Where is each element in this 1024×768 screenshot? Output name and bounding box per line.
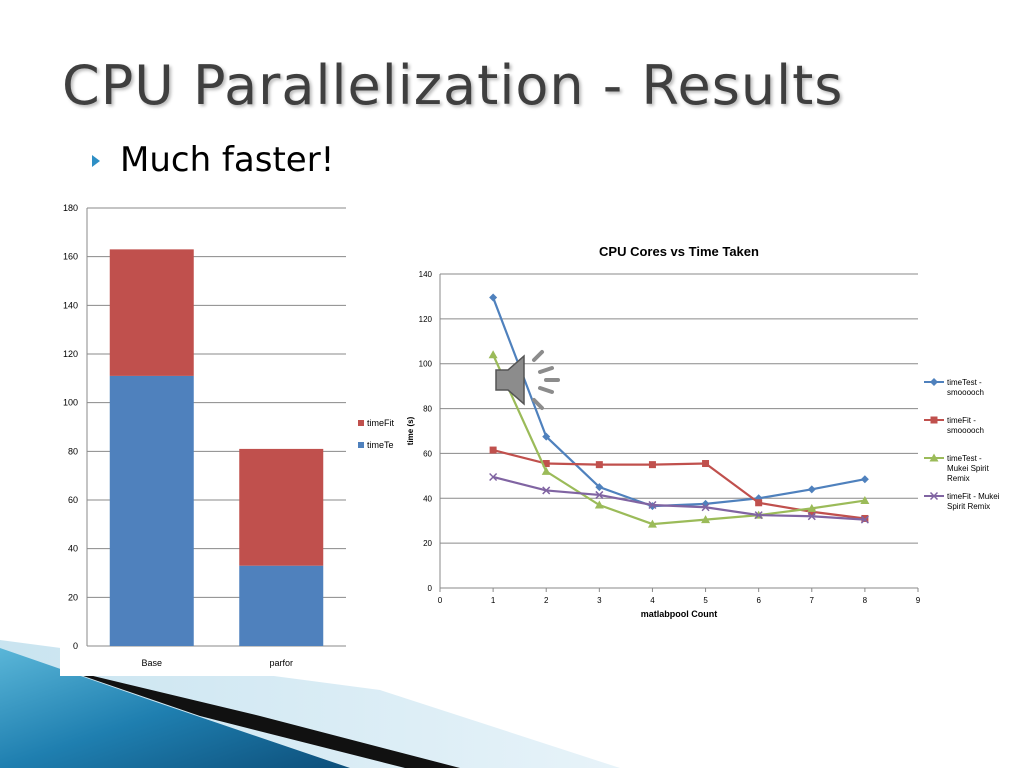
data-point [860, 475, 869, 484]
data-point [930, 416, 938, 424]
line-y-tick-label: 60 [423, 449, 432, 458]
data-point [930, 378, 938, 386]
data-point [542, 460, 550, 468]
line-x-tick-label: 2 [544, 596, 549, 605]
line-y-tick-label: 80 [423, 405, 432, 414]
line-legend-label: timeTest - [947, 454, 982, 463]
series-line [492, 297, 866, 508]
series-line [492, 354, 866, 526]
data-point [647, 519, 657, 528]
bar-segment [109, 375, 194, 646]
line-y-tick-label: 100 [419, 360, 433, 369]
bar-y-tick-label: 100 [63, 398, 78, 408]
bar-x-tick-label: parfor [269, 658, 293, 668]
data-point [489, 293, 498, 302]
line-series [489, 472, 869, 524]
line-y-tick-label: 0 [428, 584, 433, 593]
line-legend-label: timeFit - [947, 416, 976, 425]
bar-y-tick-label: 20 [68, 592, 78, 602]
line-y-axis-label: time (s) [406, 416, 415, 445]
line-y-tick-label: 40 [423, 494, 432, 503]
line-legend-label: Remix [947, 474, 970, 483]
line-legend-entry: timeTest -smooooch [924, 378, 984, 397]
line-legend-label: timeTest - [947, 378, 982, 387]
bar-y-tick-label: 120 [63, 349, 78, 359]
line-x-tick-label: 9 [916, 596, 921, 605]
data-point [860, 515, 869, 524]
line-y-tick-label: 140 [419, 270, 433, 279]
data-point [807, 503, 817, 512]
data-point [648, 461, 656, 469]
triangle-bullet-icon [92, 155, 100, 167]
data-point [701, 503, 710, 512]
data-point [595, 490, 604, 499]
bar-legend-swatch [358, 420, 364, 426]
line-x-tick-label: 4 [650, 596, 655, 605]
line-legend-label: Spirit Remix [947, 502, 990, 511]
bar-legend-swatch [358, 442, 364, 448]
line-x-tick-label: 5 [703, 596, 708, 605]
data-point [488, 350, 498, 359]
data-point [489, 472, 498, 482]
data-point [807, 485, 816, 494]
bar-y-tick-label: 60 [68, 495, 78, 505]
bar-y-tick-label: 180 [63, 203, 78, 213]
line-chart: CPU Cores vs Time Taken02040608010012014… [406, 244, 1000, 619]
data-point [542, 432, 551, 441]
line-legend-label: Mukei Spirit [947, 464, 990, 473]
line-y-tick-label: 120 [419, 315, 433, 324]
bar-legend-label: timeTe [367, 440, 394, 450]
bar-y-tick-label: 140 [63, 300, 78, 310]
bar-segment [239, 448, 324, 566]
bar-y-tick-label: 160 [63, 252, 78, 262]
speaker-icon[interactable] [490, 346, 566, 418]
line-x-axis-label: matlabpool Count [641, 609, 718, 619]
bullet-text: Much faster! [120, 140, 335, 180]
line-legend-label: timeFit - Mukei [947, 492, 1000, 501]
stacked-bar-chart: 0 20 40 60 80 100 120 140 160 180 Base parfor timeFi… [60, 196, 398, 676]
line-x-tick-label: 6 [756, 596, 761, 605]
bar-x-tick-label: Base [141, 658, 162, 668]
line-legend-entry: timeFit -smooooch [924, 416, 984, 435]
line-x-tick-label: 3 [597, 596, 602, 605]
line-x-tick-label: 8 [863, 596, 868, 605]
deco-black-stripe [60, 668, 460, 768]
data-point [860, 496, 870, 505]
line-x-tick-label: 7 [810, 596, 815, 605]
data-point [755, 499, 763, 507]
slide-title: CPU Parallelization - Results [62, 54, 844, 117]
data-point [807, 512, 816, 521]
data-point [648, 500, 657, 510]
line-x-tick-label: 1 [491, 596, 496, 605]
line-legend-label: smooooch [947, 388, 984, 397]
data-point [542, 486, 551, 495]
bar-segment [109, 249, 194, 376]
series-line [492, 475, 865, 521]
bar-y-tick-label: 80 [68, 446, 78, 456]
data-point [929, 453, 939, 462]
data-point [489, 446, 497, 454]
bar-segment [239, 565, 324, 646]
bar-legend-label: timeFit [367, 418, 394, 428]
bar-y-tick-label: 0 [73, 641, 78, 651]
line-legend-label: smooooch [947, 426, 984, 435]
line-x-tick-label: 0 [438, 596, 443, 605]
bar-y-tick-label: 40 [68, 544, 78, 554]
data-point [594, 500, 604, 509]
data-point [702, 460, 710, 468]
data-point [595, 461, 603, 469]
data-point [701, 515, 711, 524]
data-point [541, 466, 551, 475]
data-point [929, 491, 939, 501]
line-chart-title: CPU Cores vs Time Taken [599, 244, 759, 259]
line-y-tick-label: 20 [423, 539, 432, 548]
data-point [754, 511, 763, 520]
data-point [595, 483, 604, 492]
data-point [861, 514, 869, 522]
